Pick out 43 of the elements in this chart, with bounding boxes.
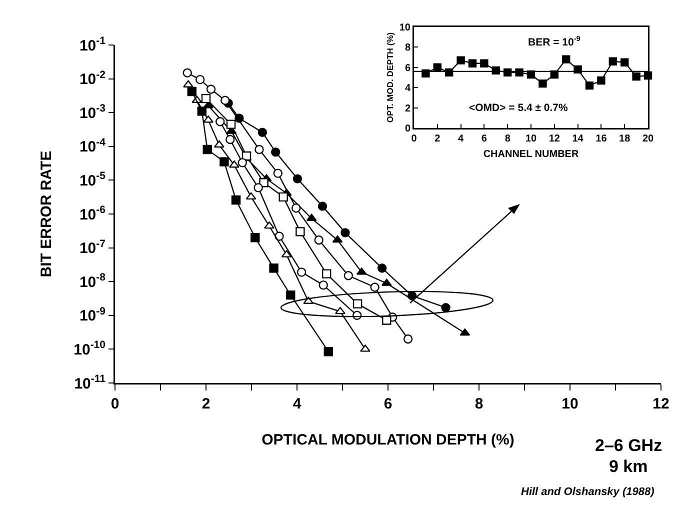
x-tick-label: 12 [652, 396, 670, 412]
y-tick-label: 10$^{-7}$ [79, 238, 106, 258]
annotation: BER = 10$^{-9}$ [528, 34, 580, 48]
y-tick-label: 8 [404, 42, 411, 54]
x-tick-label: 10 [525, 134, 537, 144]
y-tick-label: 10$^{-1}$ [79, 34, 106, 54]
x-tick-label: 12 [548, 134, 560, 144]
x-axis-title: OPTICAL MODULATION DEPTH (%) [262, 431, 514, 448]
x-tick-label: 6 [384, 396, 392, 412]
x-tick-label: 18 [619, 134, 631, 144]
y-tick-label: 10$^{-2}$ [79, 68, 106, 88]
x-tick-label: 2 [202, 396, 210, 412]
y-tick-label: 0 [404, 124, 411, 134]
y-tick-label: 10 [399, 22, 411, 34]
x-axis-title: CHANNEL NUMBER [483, 148, 580, 160]
x-tick-label: 14 [572, 134, 584, 144]
y-tick-label: 10$^{-11}$ [74, 372, 106, 392]
x-tick-label: 8 [504, 134, 511, 144]
x-tick-label: 4 [458, 134, 464, 144]
x-tick-label: 0 [110, 396, 120, 412]
y-tick-label: 6 [404, 62, 411, 74]
x-tick-label: 2 [434, 134, 441, 144]
text: 2–6 GHz [595, 436, 662, 455]
x-tick-label: 16 [596, 134, 608, 144]
y-axis-title: OPT. MOD. DEPTH (%) [385, 32, 396, 123]
x-tick-label: 6 [481, 134, 488, 144]
y-tick-label: 2 [404, 103, 411, 114]
text: 9 km [609, 457, 648, 476]
x-tick-label: 20 [642, 134, 654, 144]
text: Hill and Olshansky (1988) [521, 486, 655, 498]
x-tick-label: 8 [474, 396, 484, 412]
y-tick-label: 10$^{-4}$ [79, 136, 106, 156]
y-tick-label: 4 [404, 83, 411, 94]
annotation: <OMD> = 5.4 ± 0.7% [469, 102, 569, 114]
y-tick-label: 10$^{-6}$ [79, 204, 106, 224]
x-tick-label: 4 [292, 396, 302, 412]
y-tick-label: 10$^{-5}$ [79, 170, 106, 190]
x-tick-label: 10 [562, 396, 578, 412]
y-tick-label: 10$^{-3}$ [79, 102, 106, 122]
y-tick-label: 10$^{-10}$ [74, 339, 106, 358]
y-tick-label: 10$^{-9}$ [79, 305, 106, 325]
y-axis-title: BIT ERROR RATE [38, 150, 56, 278]
y-tick-label: 10$^{-8}$ [79, 272, 106, 291]
